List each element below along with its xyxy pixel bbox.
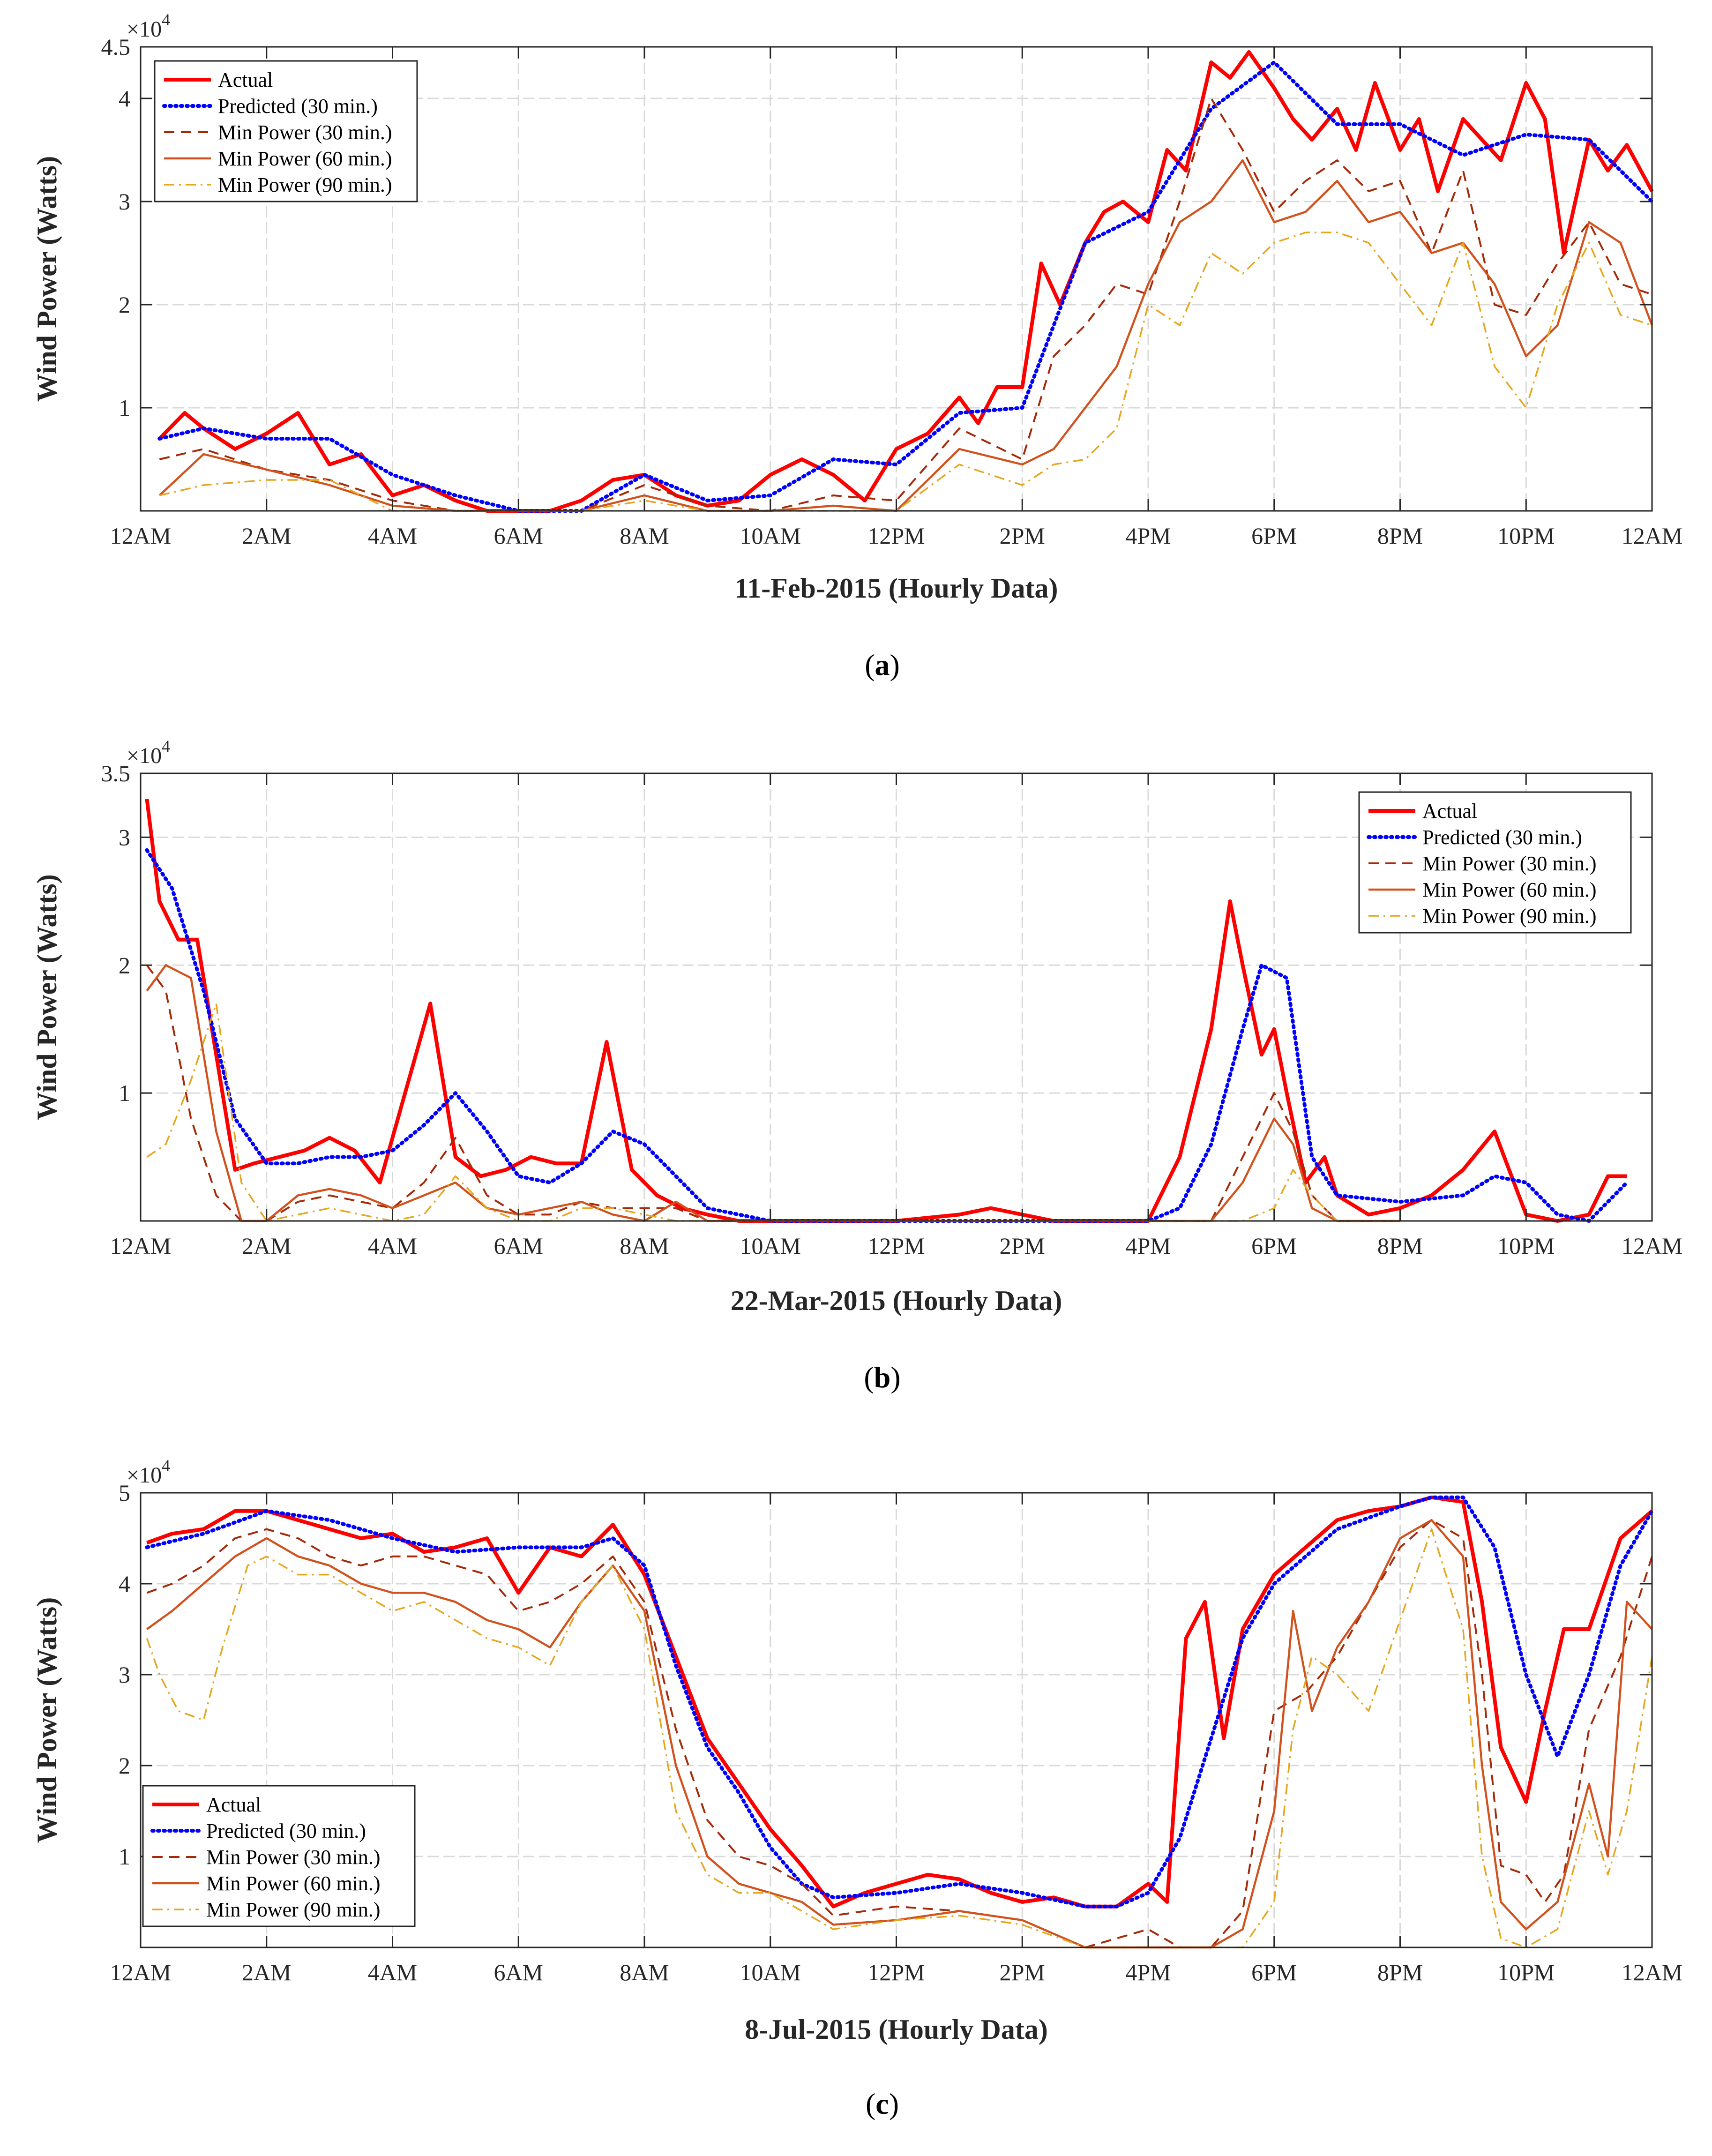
x-tick-label: 8AM [620, 523, 669, 549]
x-tick-label: 12PM [867, 1233, 925, 1259]
x-tick-label: 2AM [242, 1233, 292, 1259]
legend-label: Actual [206, 1793, 261, 1816]
y-tick-label: 4.5 [101, 34, 131, 60]
x-tick-label: 2PM [1000, 1959, 1045, 1985]
y-tick-label: 3.5 [101, 760, 131, 786]
legend-box [142, 1785, 416, 1927]
x-axis-label: 22-Mar-2015 (Hourly Data) [731, 1285, 1062, 1316]
series-line-predicted-30-min [145, 1495, 1654, 1909]
legend-label: Predicted (30 min.) [1422, 826, 1582, 849]
x-axis-label: 11-Feb-2015 (Hourly Data) [735, 573, 1058, 604]
x-tick-label: 12AM [1622, 1959, 1683, 1985]
x-tick-label: 12AM [110, 523, 172, 549]
legend-label: Predicted (30 min.) [218, 95, 378, 118]
x-tick-label: 10PM [1497, 523, 1555, 549]
y-tick-label: 2 [119, 292, 130, 318]
y-tick-label: 4 [119, 85, 130, 112]
legend-label: Min Power (90 min.) [206, 1898, 381, 1921]
x-tick-label: 10PM [1497, 1959, 1555, 1985]
x-tick-label: 4PM [1125, 1959, 1171, 1985]
panel-caption: (a) [865, 648, 900, 681]
x-tick-label: 6PM [1251, 1959, 1297, 1985]
legend: Actual Predicted (30 min.) Min Power (30 m… [1358, 791, 1632, 934]
y-axis-label: Wind Power (Watts) [31, 874, 62, 1120]
x-tick-label: 8AM [620, 1959, 669, 1985]
x-tick-label: 4PM [1125, 1233, 1171, 1259]
x-tick-label: 6AM [493, 523, 543, 549]
x-tick-label: 10AM [740, 1233, 801, 1259]
legend-label: Actual [218, 68, 273, 91]
panel-caption: (b) [864, 1361, 900, 1394]
x-tick-label: 8PM [1377, 523, 1423, 549]
series-line-predicted-30-min [157, 60, 1654, 513]
x-tick-label: 12AM [110, 1233, 172, 1259]
x-tick-label: 4PM [1125, 523, 1171, 549]
legend-label: Min Power (90 min.) [1422, 905, 1597, 928]
x-tick-label: 8AM [620, 1233, 669, 1259]
x-tick-label: 12AM [1622, 523, 1683, 549]
x-tick-label: 10PM [1497, 1233, 1555, 1259]
series-line-actual [158, 50, 1654, 513]
legend-label: Min Power (30 min.) [218, 121, 392, 144]
x-tick-label: 12AM [110, 1959, 172, 1985]
x-tick-label: 2AM [242, 1959, 292, 1985]
x-tick-label: 6AM [493, 1233, 543, 1259]
x-tick-label: 12AM [1622, 1233, 1683, 1259]
panel-caption: (c) [866, 2087, 899, 2120]
x-tick-label: 4AM [368, 1233, 418, 1259]
y-tick-label: 2 [119, 1752, 130, 1779]
panel-b: 12AM 2AM 4AM 6AM 8AM 10AM 12PM 2PM 4PM 6PM 8PM 10PM… [31, 737, 1682, 1394]
legend-label: Actual [1422, 800, 1477, 823]
series-line-min-power-60-min [146, 1519, 1653, 1949]
panel-c: 12AM 2AM 4AM 6AM 8AM 10AM 12PM 2PM 4PM 6PM 8PM 10PM… [31, 1456, 1682, 2120]
legend-label: Min Power (60 min.) [1422, 878, 1597, 901]
x-tick-label: 10AM [740, 1959, 801, 1985]
x-axis-label: 8-Jul-2015 (Hourly Data) [745, 2014, 1048, 2045]
x-tick-label: 6PM [1251, 523, 1297, 549]
legend-label: Min Power (90 min.) [218, 173, 392, 196]
y-tick-label: 4 [119, 1571, 130, 1597]
y-exponent-label: ×104 [127, 737, 170, 768]
y-tick-label: 3 [119, 1662, 130, 1688]
x-tick-label: 6PM [1251, 1233, 1297, 1259]
y-axis-label: Wind Power (Watts) [31, 1597, 62, 1843]
legend: Actual Predicted (30 min.) Min Power (30 m… [142, 1785, 416, 1927]
legend-label: Min Power (30 min.) [1422, 852, 1597, 875]
x-tick-label: 8PM [1377, 1233, 1423, 1259]
legend-label: Min Power (60 min.) [206, 1872, 381, 1895]
y-axis-label: Wind Power (Watts) [31, 156, 62, 402]
y-tick-label: 1 [119, 395, 130, 421]
x-tick-label: 12PM [867, 1959, 925, 1985]
y-tick-label: 3 [119, 188, 130, 215]
series-line-min-power-90-min [146, 1528, 1653, 1948]
y-tick-label: 3 [119, 824, 130, 850]
x-tick-label: 2PM [1000, 1233, 1045, 1259]
legend-label: Min Power (60 min.) [218, 147, 392, 170]
y-tick-label: 1 [119, 1080, 130, 1106]
y-tick-label: 1 [119, 1843, 130, 1870]
y-exponent-label: ×104 [127, 1456, 170, 1488]
x-tick-label: 2AM [242, 523, 292, 549]
x-tick-label: 8PM [1377, 1959, 1423, 1985]
y-tick-label: 2 [119, 952, 130, 978]
x-tick-label: 4AM [368, 523, 418, 549]
legend: Actual Predicted (30 min.) Min Power (30 m… [154, 60, 418, 202]
y-tick-label: 5 [119, 1480, 130, 1506]
panel-a: 12AM 2AM 4AM 6AM 8AM 10AM 12PM 2PM 4PM 6PM 8PM 10PM… [31, 10, 1682, 681]
series-line-min-power-30-min [146, 1519, 1653, 1948]
legend-label: Predicted (30 min.) [206, 1819, 366, 1842]
x-tick-label: 4AM [368, 1959, 418, 1985]
x-tick-label: 12PM [867, 523, 925, 549]
x-tick-label: 6AM [493, 1959, 543, 1985]
x-tick-label: 10AM [740, 523, 801, 549]
x-tick-label: 2PM [1000, 523, 1045, 549]
series-line-min-power-90-min [146, 1003, 1400, 1222]
legend-label: Min Power (30 min.) [206, 1846, 381, 1869]
y-exponent-label: ×104 [127, 10, 170, 42]
